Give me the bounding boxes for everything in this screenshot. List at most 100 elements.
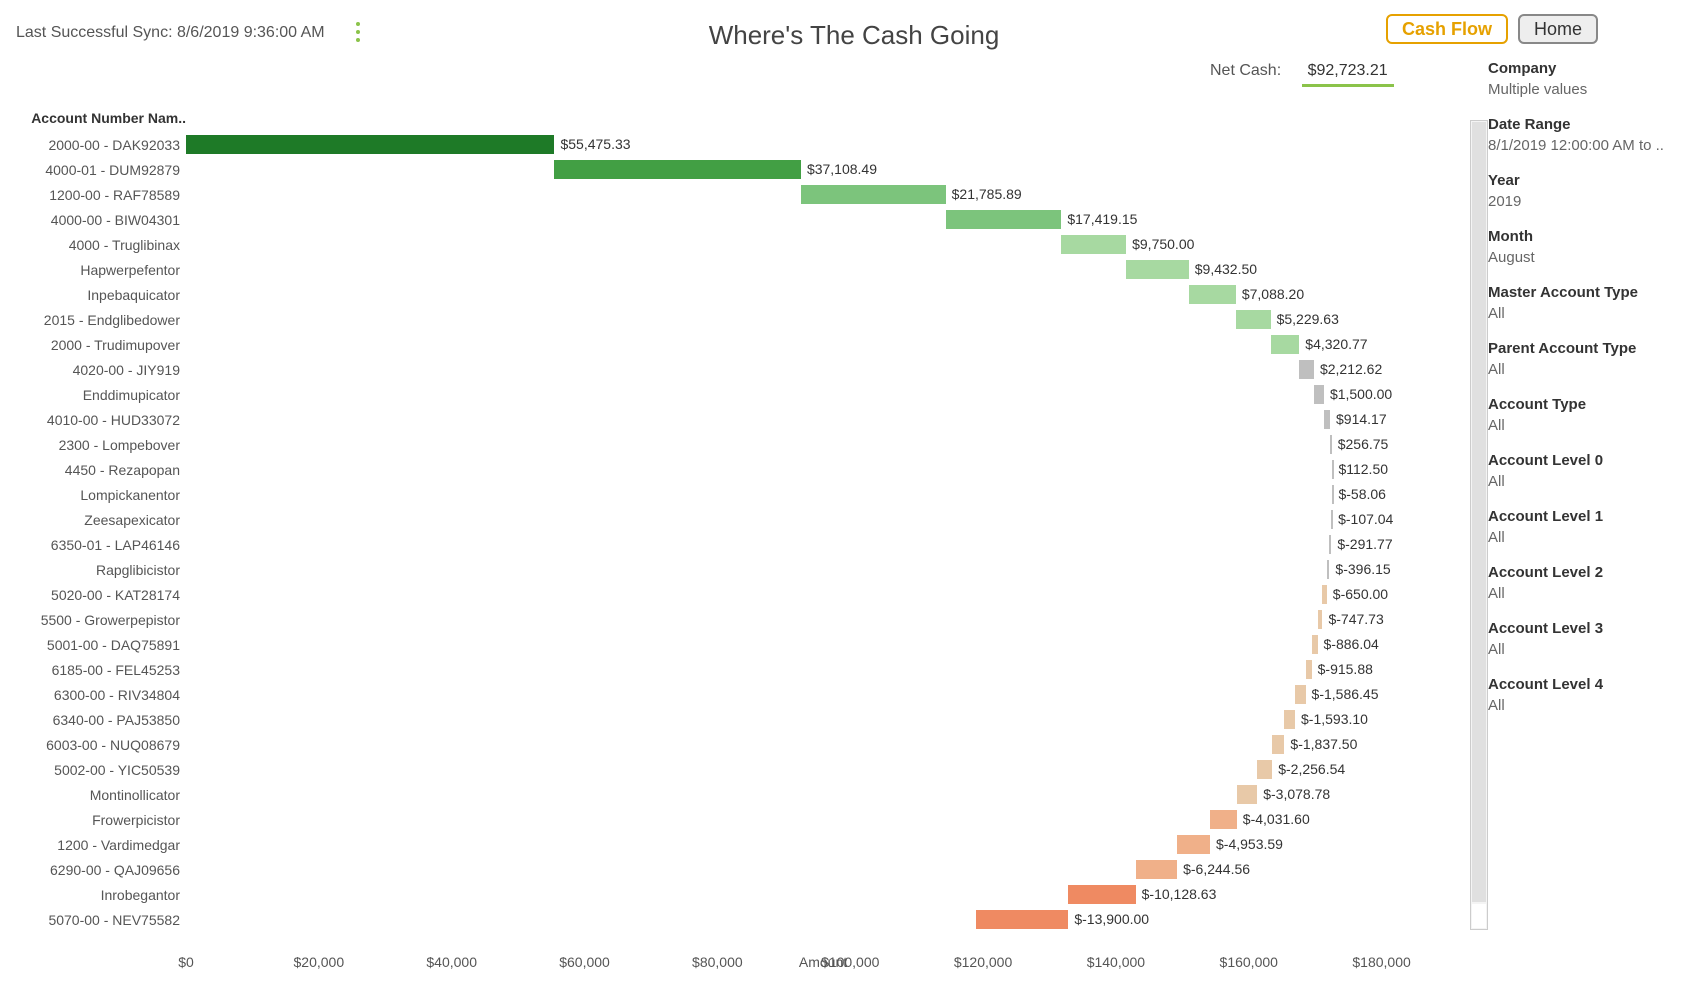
bar-value-label: $-6,244.56 xyxy=(1183,857,1250,882)
bar-value-label: $55,475.33 xyxy=(560,132,630,157)
chart-row[interactable]: 4000-01 - DUM92879$37,108.49 xyxy=(20,157,1460,182)
filter-item[interactable]: Account Level 1All xyxy=(1488,508,1688,546)
chart-row[interactable]: 2000 - Trudimupover$4,320.77 xyxy=(20,332,1460,357)
chart-row[interactable]: 2000-00 - DAK92033$55,475.33 xyxy=(20,132,1460,157)
row-label: Inrobegantor xyxy=(20,887,186,903)
bar-value-label: $-1,586.45 xyxy=(1312,682,1379,707)
scrollbar[interactable] xyxy=(1470,120,1488,930)
filter-value: 2019 xyxy=(1488,193,1688,210)
row-label: Rapglibicistor xyxy=(20,562,186,578)
chart-row[interactable]: 1200 - Vardimedgar$-4,953.59 xyxy=(20,832,1460,857)
chart-row[interactable]: Rapglibicistor$-396.15 xyxy=(20,557,1460,582)
axis-tick: $140,000 xyxy=(1087,954,1145,970)
bar xyxy=(1136,860,1177,879)
row-label: Zeesapexicator xyxy=(20,512,186,528)
filter-item[interactable]: Account Level 4 All xyxy=(1488,676,1688,714)
filter-value: All xyxy=(1488,529,1688,546)
bar-area: $-650.00 xyxy=(186,582,1460,607)
filter-item[interactable]: CompanyMultiple values xyxy=(1488,60,1688,98)
filter-label: Date Range xyxy=(1488,116,1688,133)
chart-row[interactable]: Inpebaquicator$7,088.20 xyxy=(20,282,1460,307)
bar-value-label: $9,432.50 xyxy=(1195,257,1257,282)
chart-row[interactable]: 6340-00 - PAJ53850$-1,593.10 xyxy=(20,707,1460,732)
bar-value-label: $9,750.00 xyxy=(1132,232,1194,257)
chart-row[interactable]: Enddimupicator$1,500.00 xyxy=(20,382,1460,407)
chart-row[interactable]: 6290-00 - QAJ09656 $-6,244.56 xyxy=(20,857,1460,882)
bar-value-label: $-915.88 xyxy=(1318,657,1373,682)
bar xyxy=(186,135,554,154)
bar-value-label: $914.17 xyxy=(1336,407,1387,432)
filter-value: All xyxy=(1488,585,1688,602)
chart-row[interactable]: Zeesapexicator$-107.04 xyxy=(20,507,1460,532)
filter-label: Parent Account Type xyxy=(1488,340,1688,357)
bar-area: $-915.88 xyxy=(186,657,1460,682)
filter-item[interactable]: Account Level 2All xyxy=(1488,564,1688,602)
chart-row[interactable]: 4000-00 - BIW04301$17,419.15 xyxy=(20,207,1460,232)
chart-row[interactable]: Montinollicator$-3,078.78 xyxy=(20,782,1460,807)
chart-row[interactable]: 2300 - Lompebover$256.75 xyxy=(20,432,1460,457)
chart-row[interactable]: 5070-00 - NEV75582$-13,900.00 xyxy=(20,907,1460,932)
chart-row[interactable]: 6185-00 - FEL45253$-915.88 xyxy=(20,657,1460,682)
chart-row[interactable]: 4020-00 - JIY919$2,212.62 xyxy=(20,357,1460,382)
bar-value-label: $-58.06 xyxy=(1338,482,1385,507)
bar xyxy=(946,210,1062,229)
bar-value-label: $112.50 xyxy=(1338,457,1388,482)
chart-row[interactable]: 5020-00 - KAT28174$-650.00 xyxy=(20,582,1460,607)
row-label: 4000 - Truglibinax xyxy=(20,237,186,253)
chart-row[interactable]: 2015 - Endglibedower$5,229.63 xyxy=(20,307,1460,332)
filter-item[interactable]: Parent Account TypeAll xyxy=(1488,340,1688,378)
row-label: Lompickanentor xyxy=(20,487,186,503)
row-label: 2000 - Trudimupover xyxy=(20,337,186,353)
bar xyxy=(1322,585,1326,604)
chart-row[interactable]: 6300-00 - RIV34804$-1,586.45 xyxy=(20,682,1460,707)
chart-row[interactable]: Hapwerpefentor$9,432.50 xyxy=(20,257,1460,282)
chart-row[interactable]: 4450 - Rezapopan$112.50 xyxy=(20,457,1460,482)
bar xyxy=(1329,535,1331,554)
bar-area: $-2,256.54 xyxy=(186,757,1460,782)
chart-row[interactable]: Frowerpicistor$-4,031.60 xyxy=(20,807,1460,832)
bar-area: $-1,837.50 xyxy=(186,732,1460,757)
filter-value: All xyxy=(1488,305,1688,322)
chart-row[interactable]: Lompickanentor $-58.06 xyxy=(20,482,1460,507)
filter-item[interactable]: Year2019 xyxy=(1488,172,1688,210)
chart-row[interactable]: 4000 - Truglibinax $9,750.00 xyxy=(20,232,1460,257)
bar xyxy=(1272,735,1284,754)
chart-row[interactable]: 1200-00 - RAF78589$21,785.89 xyxy=(20,182,1460,207)
chart-row[interactable]: 4010-00 - HUD33072$914.17 xyxy=(20,407,1460,432)
bar-value-label: $-4,031.60 xyxy=(1243,807,1310,832)
chart-row[interactable]: 5500 - Growerpepistor$-747.73 xyxy=(20,607,1460,632)
filter-item[interactable]: Account Level 3All xyxy=(1488,620,1688,658)
filter-label: Account Level 4 xyxy=(1488,676,1688,693)
row-label: Enddimupicator xyxy=(20,387,186,403)
bar-area: $17,419.15 xyxy=(186,207,1460,232)
filter-value: All xyxy=(1488,697,1688,714)
axis-tick: $40,000 xyxy=(426,954,477,970)
chart-row[interactable]: 6003-00 - NUQ08679$-1,837.50 xyxy=(20,732,1460,757)
filter-value: 8/1/2019 12:00:00 AM to .. xyxy=(1488,137,1688,154)
filter-item[interactable]: Account Level 0All xyxy=(1488,452,1688,490)
row-label: 6290-00 - QAJ09656 xyxy=(20,862,186,878)
filter-item[interactable]: Account TypeAll xyxy=(1488,396,1688,434)
filter-item[interactable]: Master Account TypeAll xyxy=(1488,284,1688,322)
home-button[interactable]: Home xyxy=(1518,14,1598,44)
chart-row[interactable]: Inrobegantor$-10,128.63 xyxy=(20,882,1460,907)
cash-flow-button[interactable]: Cash Flow xyxy=(1386,14,1508,44)
filter-label: Account Type xyxy=(1488,396,1688,413)
bar xyxy=(1330,435,1332,454)
bar-area: $-10,128.63 xyxy=(186,882,1460,907)
row-label: 5020-00 - KAT28174 xyxy=(20,587,186,603)
chart-row[interactable]: 5001-00 - DAQ75891$-886.04 xyxy=(20,632,1460,657)
chart-row[interactable]: 6350-01 - LAP46146$-291.77 xyxy=(20,532,1460,557)
chart-row[interactable]: 5002-00 - YIC50539$-2,256.54 xyxy=(20,757,1460,782)
bar-value-label: $-3,078.78 xyxy=(1263,782,1330,807)
bar-value-label: $37,108.49 xyxy=(807,157,877,182)
scroll-thumb[interactable] xyxy=(1472,122,1486,902)
filter-item[interactable]: MonthAugust xyxy=(1488,228,1688,266)
bar-area: $-396.15 xyxy=(186,557,1460,582)
bar xyxy=(1331,510,1333,529)
row-label: 5500 - Growerpepistor xyxy=(20,612,186,628)
row-label: 5001-00 - DAQ75891 xyxy=(20,637,186,653)
bar xyxy=(1189,285,1236,304)
filters-panel: CompanyMultiple values Date Range 8/1/2019… xyxy=(1488,60,1688,732)
filter-item[interactable]: Date Range 8/1/2019 12:00:00 AM to .. xyxy=(1488,116,1688,154)
